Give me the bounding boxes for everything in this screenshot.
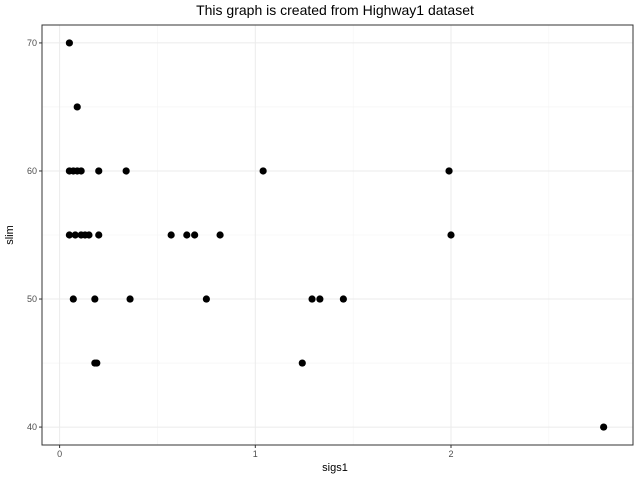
data-point	[69, 295, 77, 303]
data-point	[122, 167, 130, 175]
data-point	[600, 423, 608, 431]
data-point	[216, 231, 224, 239]
data-point	[95, 167, 103, 175]
data-point	[77, 167, 85, 175]
x-tick-label: 1	[253, 449, 258, 459]
data-point	[339, 295, 347, 303]
data-point	[73, 103, 81, 111]
data-points	[65, 39, 608, 431]
data-point	[298, 359, 306, 367]
data-point	[71, 231, 79, 239]
y-tick-label: 40	[27, 422, 37, 432]
x-axis-label: sigs1	[322, 462, 348, 474]
data-point	[167, 231, 175, 239]
data-point	[447, 231, 455, 239]
data-point	[65, 231, 73, 239]
y-tick-label: 70	[27, 38, 37, 48]
x-tick-label: 2	[448, 449, 453, 459]
chart-title: This graph is created from Highway1 data…	[196, 2, 474, 18]
data-point	[65, 39, 73, 47]
data-point	[93, 359, 101, 367]
data-point	[259, 167, 267, 175]
data-point	[202, 295, 210, 303]
plot-panel	[41, 24, 634, 446]
data-point	[191, 231, 199, 239]
data-point	[95, 231, 103, 239]
data-point	[85, 231, 93, 239]
data-point	[183, 231, 191, 239]
data-point	[308, 295, 316, 303]
data-point	[316, 295, 324, 303]
y-tick-label: 60	[27, 166, 37, 176]
y-axis-label: slim	[4, 225, 16, 245]
data-point	[445, 167, 453, 175]
grid-lines	[42, 25, 633, 445]
axes: 0 1 2 40 50 60 70	[27, 38, 454, 459]
data-point	[126, 295, 134, 303]
x-tick-label: 0	[57, 449, 62, 459]
y-tick-label: 50	[27, 294, 37, 304]
data-point	[91, 295, 99, 303]
